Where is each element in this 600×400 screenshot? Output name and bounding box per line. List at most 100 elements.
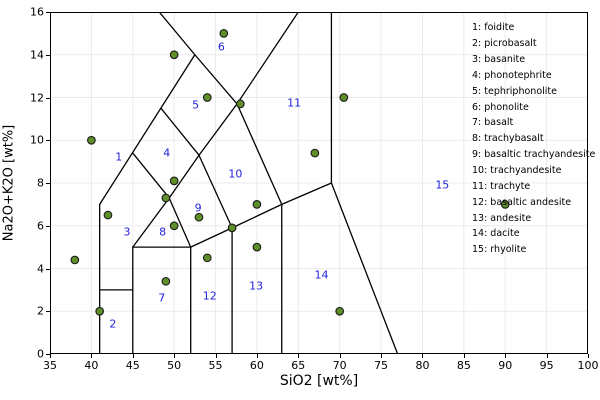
x-tick-mark	[381, 354, 383, 358]
legend-item: 12: basaltic andesite	[472, 196, 572, 208]
y-tick-label: 14	[30, 48, 44, 62]
x-tick-label: 35	[43, 359, 57, 372]
field-number-label: 5	[192, 98, 200, 112]
tas-boundary-line	[168, 197, 192, 248]
field-number-label: 9	[194, 201, 202, 215]
x-tick-label: 50	[167, 359, 182, 372]
data-point	[310, 148, 320, 158]
y-tick-label: 0	[37, 347, 44, 361]
data-point	[169, 176, 179, 186]
field-number-label: 7	[158, 291, 166, 305]
data-point	[103, 210, 113, 220]
y-tick-label: 4	[37, 262, 44, 275]
x-tick-mark	[174, 354, 176, 358]
x-tick-mark	[505, 354, 507, 358]
tas-boundary-line	[168, 154, 200, 199]
y-tick-label: 8	[37, 176, 44, 190]
x-tick-label: 65	[291, 359, 306, 372]
x-tick-label: 100	[577, 359, 599, 372]
legend-item: 3: basanite	[472, 54, 526, 66]
data-point	[95, 306, 105, 316]
tas-boundary-line	[132, 152, 170, 199]
tas-boundary-line	[198, 154, 233, 229]
x-tick-label: 55	[208, 359, 223, 372]
data-point	[169, 221, 179, 231]
tas-boundary-line	[160, 107, 200, 156]
y-tick-label: 6	[37, 219, 44, 233]
x-tick-label: 80	[415, 359, 430, 372]
x-tick-mark	[298, 354, 300, 358]
y-tick-mark	[46, 354, 50, 355]
legend-item: 15: rhyolite	[472, 244, 527, 256]
y-tick-label: 2	[37, 304, 44, 318]
y-tick-mark	[46, 54, 50, 56]
legend-item: 5: tephriphonolite	[472, 85, 557, 97]
y-tick-mark	[46, 183, 50, 184]
data-point	[335, 306, 345, 316]
y-tick-label: 12	[30, 91, 44, 104]
x-tick-mark	[463, 354, 465, 358]
y-tick-mark	[46, 311, 50, 313]
x-tick-label: 70	[332, 359, 347, 372]
data-point	[227, 223, 237, 233]
field-number-label: 11	[287, 96, 302, 110]
y-tick-mark	[46, 12, 50, 13]
tas-boundary-line	[236, 12, 299, 105]
field-number-label: 13	[249, 279, 264, 293]
legend-item: 10: trachyandesite	[472, 164, 562, 176]
plot-area: 1 2 3 4 5 6 7 8 9 10 11 12 13 14 15	[50, 12, 588, 354]
x-tick-label: 90	[498, 359, 513, 372]
legend-item: 6: phonolite	[472, 101, 529, 113]
x-tick-mark	[132, 354, 134, 358]
plot-frame	[50, 12, 588, 354]
tas-boundary-line	[236, 103, 283, 206]
legend: 1: foidite 2: picrobasalt 3: basanite 4: ph…	[472, 20, 595, 258]
x-tick-label: 85	[456, 359, 471, 372]
x-tick-label: 95	[539, 359, 554, 372]
tas-boundary-line	[281, 182, 333, 206]
y-tick-labels: 0 2 4 6 8 10 12 14 16	[0, 0, 44, 400]
tas-boundary-line	[190, 227, 233, 248]
field-number-label: 8	[159, 225, 167, 239]
data-point	[252, 242, 262, 252]
field-number-label: 14	[314, 268, 329, 282]
legend-item: 14: dacite	[472, 228, 520, 240]
y-axis-label-text: Na2O+K2O [wt%]	[1, 124, 17, 242]
data-point	[202, 93, 212, 102]
data-point	[161, 276, 171, 286]
x-axis-label: SiO2 [wt%]	[279, 373, 359, 389]
x-tick-mark	[256, 354, 258, 358]
data-point	[219, 29, 229, 38]
x-tick-mark	[215, 354, 217, 358]
field-number-label: 4	[163, 146, 171, 160]
data-point	[252, 200, 262, 209]
data-point	[339, 93, 349, 102]
y-tick-label: 10	[30, 133, 44, 147]
legend-item: 4: phonotephrite	[472, 69, 552, 81]
tas-boundary-line	[231, 203, 283, 229]
x-tick-label: 45	[125, 359, 140, 372]
tas-boundary-line	[99, 54, 196, 206]
legend-item: 8: trachybasalt	[472, 133, 544, 145]
tas-boundary-line	[198, 103, 238, 156]
x-tick-label: 40	[84, 359, 99, 372]
x-tick-mark	[91, 354, 93, 358]
legend-item: 11: trachyte	[472, 180, 531, 192]
data-point	[202, 253, 212, 263]
tas-boundary-line	[158, 12, 196, 56]
tas-boundary-line	[132, 197, 170, 248]
data-point	[161, 193, 171, 203]
x-tick-mark	[50, 354, 51, 358]
x-tick-mark	[422, 354, 424, 358]
legend-item: 9: basaltic trachyandesite	[472, 149, 596, 161]
field-number-label: 15	[435, 178, 450, 192]
field-number-label: 1	[115, 150, 123, 164]
field-number-label: 2	[109, 317, 117, 331]
x-tick-label: 60	[249, 359, 264, 372]
scatter-chart	[50, 12, 588, 354]
x-tick-mark	[339, 354, 341, 358]
data-point	[194, 212, 204, 222]
y-tick-mark	[46, 225, 50, 227]
y-axis-label: Na2O+K2O [wt%]	[2, 125, 17, 241]
x-tick-mark	[546, 354, 548, 358]
